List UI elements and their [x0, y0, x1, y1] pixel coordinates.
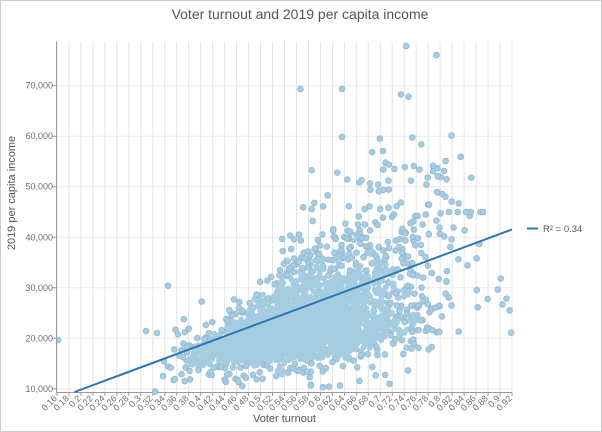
svg-text:70,000: 70,000	[25, 81, 53, 91]
svg-text:40,000: 40,000	[25, 232, 53, 242]
svg-text:Voter turnout and 2019 per cap: Voter turnout and 2019 per capita income	[172, 6, 429, 22]
svg-text:20,000: 20,000	[25, 333, 53, 343]
svg-text:30,000: 30,000	[25, 283, 53, 293]
svg-text:50,000: 50,000	[25, 182, 53, 192]
svg-text:10,000: 10,000	[25, 384, 53, 394]
svg-text:Voter turnout: Voter turnout	[253, 413, 316, 425]
svg-text:2019 per capita income: 2019 per capita income	[6, 136, 18, 250]
svg-text:60,000: 60,000	[25, 131, 53, 141]
svg-text:R² = 0.34: R² = 0.34	[543, 224, 582, 235]
